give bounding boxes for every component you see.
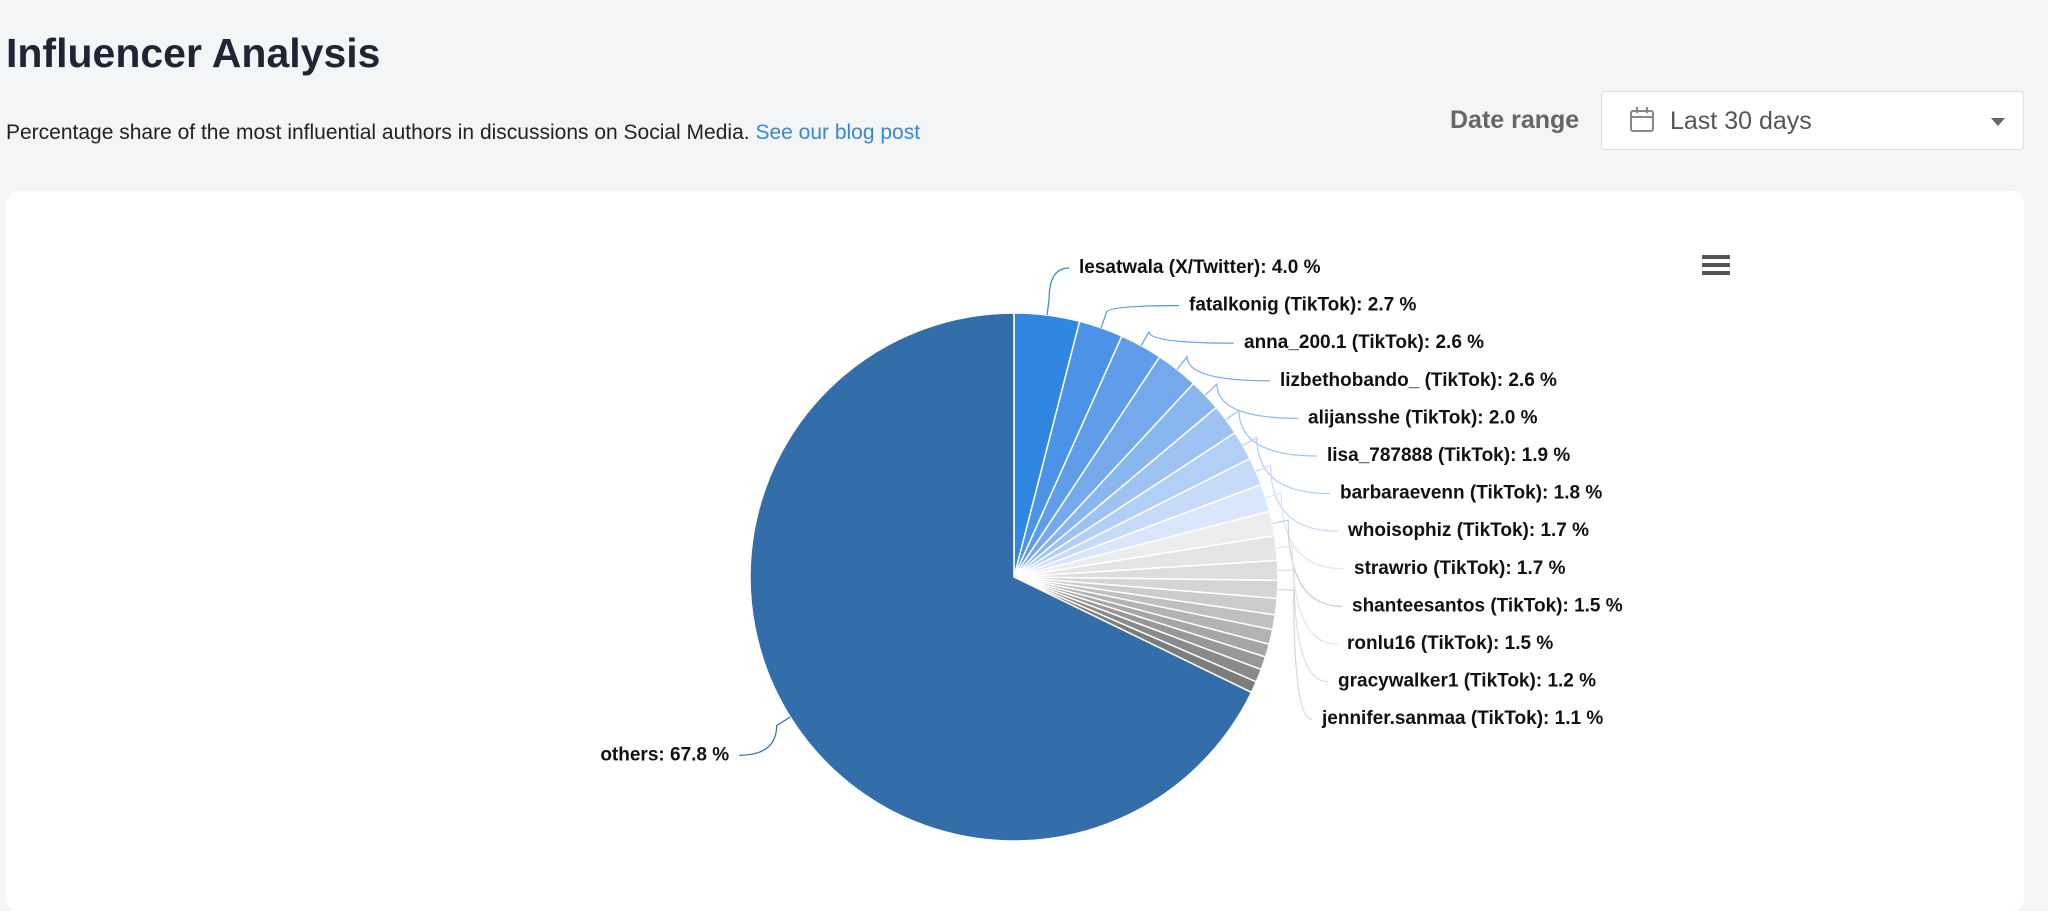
data-label: lizbethobando_ (TikTok): 2.6 % bbox=[1280, 370, 1557, 391]
connector bbox=[739, 716, 791, 756]
connector bbox=[1204, 382, 1299, 419]
connector bbox=[1225, 409, 1318, 457]
label-name: gracywalker1 (TikTok) bbox=[1338, 671, 1536, 692]
data-label: lisa_787888 (TikTok): 1.9 % bbox=[1327, 445, 1570, 466]
label-value: : 1.9 % bbox=[1510, 445, 1570, 466]
data-label: shanteesantos (TikTok): 1.5 % bbox=[1352, 595, 1623, 616]
label-value: : 2.7 % bbox=[1356, 295, 1416, 316]
connector bbox=[1100, 305, 1180, 328]
page-title: Influencer Analysis bbox=[6, 30, 381, 76]
label-value: : 1.5 % bbox=[1493, 633, 1553, 654]
label-name: fatalkonig (TikTok) bbox=[1189, 295, 1356, 316]
connector bbox=[1140, 329, 1235, 346]
date-range-label: Date range bbox=[1450, 106, 1580, 134]
label-name: lesatwala (X/Twitter) bbox=[1079, 257, 1260, 278]
label-name: anna_200.1 (TikTok) bbox=[1244, 332, 1424, 353]
data-label: lesatwala (X/Twitter): 4.0 % bbox=[1079, 257, 1321, 278]
data-label: others: 67.8 % bbox=[600, 744, 729, 765]
data-label: whoisophiz (TikTok): 1.7 % bbox=[1347, 520, 1589, 541]
label-name: whoisophiz (TikTok) bbox=[1347, 520, 1529, 541]
label-value: : 4.0 % bbox=[1260, 257, 1320, 278]
data-label: ronlu16 (TikTok): 1.5 % bbox=[1347, 633, 1553, 654]
data-label: alijansshe (TikTok): 2.0 % bbox=[1308, 407, 1538, 428]
label-value: : 1.8 % bbox=[1542, 483, 1602, 504]
menu-button[interactable] bbox=[1700, 252, 1730, 278]
label-name: jennifer.sanmaa (TikTok) bbox=[1321, 708, 1543, 729]
label-value: : 2.0 % bbox=[1477, 407, 1537, 428]
data-label: gracywalker1 (TikTok): 1.2 % bbox=[1338, 671, 1596, 692]
label-name: strawrio (TikTok) bbox=[1354, 558, 1505, 579]
label-value: : 1.1 % bbox=[1543, 708, 1603, 729]
connector bbox=[1046, 267, 1070, 316]
data-label: jennifer.sanmaa (TikTok): 1.1 % bbox=[1321, 708, 1603, 729]
label-name: barbaraevenn (TikTok) bbox=[1340, 483, 1542, 504]
connector bbox=[1276, 545, 1338, 645]
label-name: lizbethobando_ (TikTok) bbox=[1280, 370, 1497, 391]
date-range-value: Last 30 days bbox=[1670, 107, 1812, 135]
label-value: : 1.7 % bbox=[1529, 520, 1589, 541]
label-name: alijansshe (TikTok) bbox=[1308, 407, 1477, 428]
connector bbox=[1277, 569, 1329, 683]
data-label: barbaraevenn (TikTok): 1.8 % bbox=[1340, 483, 1602, 504]
page: Influencer Analysis Percentage share of … bbox=[6, 30, 2024, 911]
label-value: : 2.6 % bbox=[1424, 332, 1484, 353]
connector bbox=[1277, 588, 1313, 720]
connector bbox=[1272, 519, 1343, 607]
connector bbox=[1265, 492, 1345, 570]
label-value: : 67.8 % bbox=[658, 744, 729, 765]
data-label: anna_200.1 (TikTok): 2.6 % bbox=[1244, 332, 1484, 353]
subtitle: Percentage share of the most influential… bbox=[6, 121, 750, 144]
label-value: : 1.2 % bbox=[1536, 671, 1596, 692]
label-name: shanteesantos (TikTok) bbox=[1352, 595, 1562, 616]
label-name: ronlu16 (TikTok) bbox=[1347, 633, 1493, 654]
caret bbox=[1991, 118, 2005, 126]
blog-link[interactable]: See our blog post bbox=[755, 121, 921, 144]
label-value: : 2.6 % bbox=[1497, 370, 1557, 391]
label-value: : 1.5 % bbox=[1562, 595, 1622, 616]
calendar-icon bbox=[1630, 107, 1654, 132]
label-value: : 1.7 % bbox=[1505, 558, 1565, 579]
subtitle-row: Percentage share of the most influential… bbox=[6, 121, 920, 145]
connector bbox=[1255, 464, 1339, 532]
connector bbox=[1242, 436, 1331, 495]
chart: lesatwala (X/Twitter): 4.0 % fatalkonig (… bbox=[600, 252, 1730, 842]
date-range-dropdown[interactable]: Last 30 days bbox=[1601, 91, 2024, 150]
label-name: lisa_787888 (TikTok) bbox=[1327, 445, 1510, 466]
connector bbox=[1176, 355, 1271, 382]
data-label: fatalkonig (TikTok): 2.7 % bbox=[1189, 295, 1416, 316]
label-name: others bbox=[600, 744, 658, 765]
data-label: strawrio (TikTok): 1.7 % bbox=[1354, 558, 1566, 579]
